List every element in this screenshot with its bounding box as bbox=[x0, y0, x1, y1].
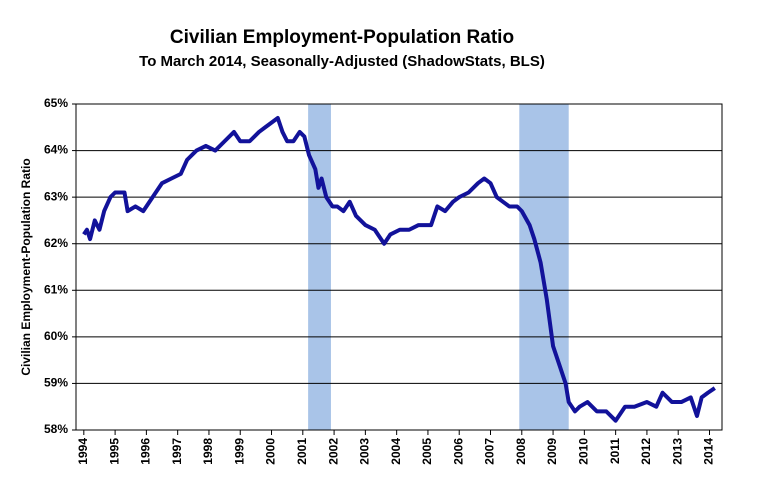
x-tick-label: 2000 bbox=[264, 438, 278, 465]
y-tick-label: 58% bbox=[44, 422, 68, 436]
recession-shade bbox=[308, 104, 331, 430]
y-tick-label: 61% bbox=[44, 282, 68, 296]
x-tick-label: 1996 bbox=[139, 438, 153, 465]
plot-border bbox=[75, 103, 723, 431]
x-tick-label: 2014 bbox=[702, 438, 716, 465]
recession-shade bbox=[519, 104, 569, 430]
y-axis-label: Civilian Employment-Population Ratio bbox=[19, 158, 33, 375]
x-tick-label: 2013 bbox=[670, 438, 684, 465]
x-tick-label: 2010 bbox=[577, 438, 591, 465]
y-tick-label: 65% bbox=[44, 96, 68, 110]
x-tick-label: 1998 bbox=[201, 438, 215, 465]
x-tick-label: 2002 bbox=[326, 438, 340, 465]
chart-title: Civilian Employment-Population Ratio bbox=[170, 27, 514, 48]
y-tick-label: 62% bbox=[44, 236, 68, 250]
y-tick-label: 59% bbox=[44, 376, 68, 390]
x-tick-label: 2011 bbox=[608, 438, 622, 464]
x-tick-label: 2012 bbox=[639, 438, 653, 465]
x-tick-label: 2008 bbox=[514, 438, 528, 465]
x-tick-label: 1995 bbox=[107, 438, 121, 465]
x-tick-label: 2001 bbox=[295, 438, 309, 465]
data-line bbox=[82, 115, 716, 423]
x-tick-label: 1994 bbox=[76, 438, 90, 465]
x-tick-label: 2003 bbox=[358, 438, 372, 465]
x-tick-label: 2004 bbox=[389, 438, 403, 465]
x-tick-label: 2009 bbox=[545, 438, 559, 465]
y-tick-label: 63% bbox=[44, 189, 68, 203]
x-tick-label: 2006 bbox=[451, 438, 465, 465]
x-tick-label: 1997 bbox=[170, 438, 184, 465]
y-tick-label: 64% bbox=[44, 143, 68, 157]
x-tick-label: 1999 bbox=[232, 438, 246, 465]
y-tick-label: 60% bbox=[44, 329, 68, 343]
x-tick-label: 2007 bbox=[483, 438, 497, 465]
x-tick-label: 2005 bbox=[420, 438, 434, 465]
chart-subtitle: To March 2014, Seasonally-Adjusted (Shad… bbox=[139, 53, 545, 70]
